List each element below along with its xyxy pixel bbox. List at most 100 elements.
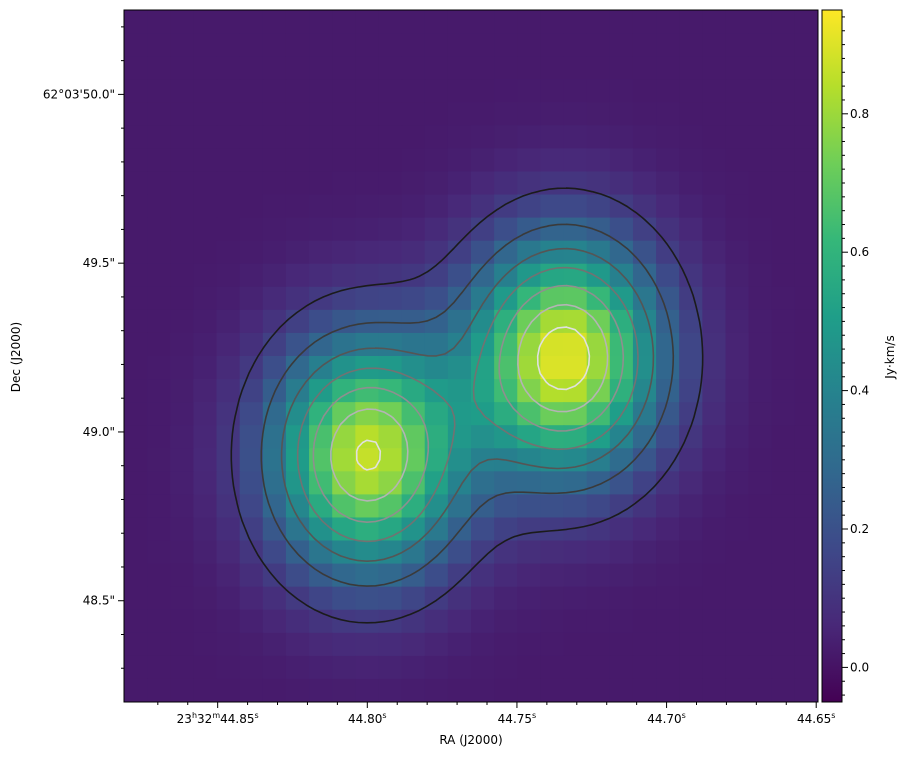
heatmap-cell <box>609 471 634 495</box>
heatmap-cell <box>771 517 796 542</box>
heatmap-cell <box>794 309 818 334</box>
heatmap-cell <box>679 655 703 680</box>
heatmap-cell <box>424 563 449 588</box>
heatmap-cell <box>332 586 356 611</box>
heatmap-cell <box>193 494 218 519</box>
heatmap-cell <box>586 309 611 334</box>
heatmap-cell <box>794 194 818 219</box>
heatmap-cell <box>471 171 495 196</box>
heatmap-cell <box>494 425 518 449</box>
heatmap-cell <box>679 194 703 219</box>
heatmap-cell <box>239 332 264 357</box>
x-axis-ticks: 23h32m44.85s 44.80s 44.75s 44.70s 44.65s <box>157 702 835 726</box>
heatmap-cell <box>447 655 472 680</box>
heatmap-cell <box>656 33 680 57</box>
heatmap-cell <box>332 171 356 196</box>
colorbar-fill <box>822 10 842 702</box>
heatmap-cell <box>239 102 264 126</box>
heatmap-cell <box>540 332 565 357</box>
heatmap-cell <box>447 540 472 565</box>
heatmap-cell <box>239 79 264 103</box>
colorbar-tick-label: 0.6 <box>850 245 869 259</box>
heatmap-cell <box>262 471 287 495</box>
heatmap-cell <box>632 494 657 519</box>
heatmap-cell <box>170 56 194 80</box>
heatmap-cell <box>401 309 426 334</box>
heatmap-cell <box>309 125 333 149</box>
heatmap-cell <box>517 309 541 334</box>
heatmap-cell <box>124 56 148 80</box>
heatmap-cell <box>193 56 218 80</box>
heatmap-cell <box>632 56 657 80</box>
heatmap-cell <box>517 171 541 196</box>
heatmap-cell <box>794 263 818 288</box>
heatmap-cell <box>748 240 773 265</box>
heatmap-cell <box>748 540 773 565</box>
heatmap-cell <box>771 125 796 149</box>
heatmap-cell <box>193 563 218 588</box>
heatmap-cell <box>748 632 773 657</box>
heatmap-cell <box>147 194 171 219</box>
heatmap-cell <box>447 33 472 57</box>
heatmap-cell <box>794 678 818 702</box>
heatmap-cell <box>239 425 264 449</box>
heatmap-cell <box>147 79 171 103</box>
heatmap-cell <box>494 609 518 634</box>
heatmap-cell <box>471 56 495 80</box>
heatmap-cell <box>586 125 611 149</box>
heatmap-cell <box>332 56 356 80</box>
heatmap-cell <box>216 33 241 57</box>
heatmap-cell <box>401 240 426 265</box>
heatmap-cell <box>679 402 703 426</box>
heatmap-cell <box>193 79 218 103</box>
heatmap-cell <box>262 425 287 449</box>
heatmap-cell <box>309 517 333 542</box>
heatmap-cell <box>771 33 796 57</box>
heatmap-cell <box>193 471 218 495</box>
heatmap-cell <box>378 425 403 449</box>
colorbar-tick-label: 0.0 <box>850 660 869 674</box>
heatmap-cell <box>794 332 818 357</box>
heatmap-cell <box>563 632 588 657</box>
heatmap-cell <box>563 517 588 542</box>
heatmap-cell <box>748 10 773 34</box>
heatmap-cell <box>656 425 680 449</box>
heatmap-cell <box>794 33 818 57</box>
heatmap-cell <box>193 240 218 265</box>
heatmap-cell <box>401 655 426 680</box>
heatmap-cell <box>632 286 657 311</box>
heatmap-cell <box>679 517 703 542</box>
heatmap-cell <box>332 632 356 657</box>
heatmap-cell <box>609 609 634 634</box>
heatmap-cell <box>332 33 356 57</box>
heatmap-cell <box>794 286 818 311</box>
heatmap-cell <box>679 240 703 265</box>
heatmap-cell <box>239 609 264 634</box>
heatmap-cell <box>517 540 541 565</box>
heatmap-cell <box>170 402 194 426</box>
intensity-map <box>124 10 818 702</box>
heatmap-cell <box>494 494 518 519</box>
heatmap-cell <box>170 632 194 657</box>
heatmap-cell <box>748 448 773 472</box>
heatmap-cell <box>609 33 634 57</box>
heatmap-cell <box>124 563 148 588</box>
heatmap-cell <box>563 125 588 149</box>
heatmap-cell <box>124 102 148 126</box>
heatmap-cell <box>193 632 218 657</box>
heatmap-cell <box>725 102 750 126</box>
heatmap-cell <box>216 217 241 242</box>
heatmap-cell <box>285 102 310 126</box>
heatmap-cell <box>401 517 426 542</box>
heatmap-cell <box>540 102 565 126</box>
heatmap-cell <box>262 356 287 380</box>
heatmap-cell <box>517 586 541 611</box>
heatmap-cell <box>471 563 495 588</box>
heatmap-cell <box>771 609 796 634</box>
heatmap-cell <box>309 171 333 196</box>
heatmap-cell <box>147 632 171 657</box>
heatmap-cell <box>609 148 634 173</box>
heatmap-cell <box>170 286 194 311</box>
heatmap-cell <box>656 678 680 702</box>
heatmap-cell <box>725 194 750 219</box>
